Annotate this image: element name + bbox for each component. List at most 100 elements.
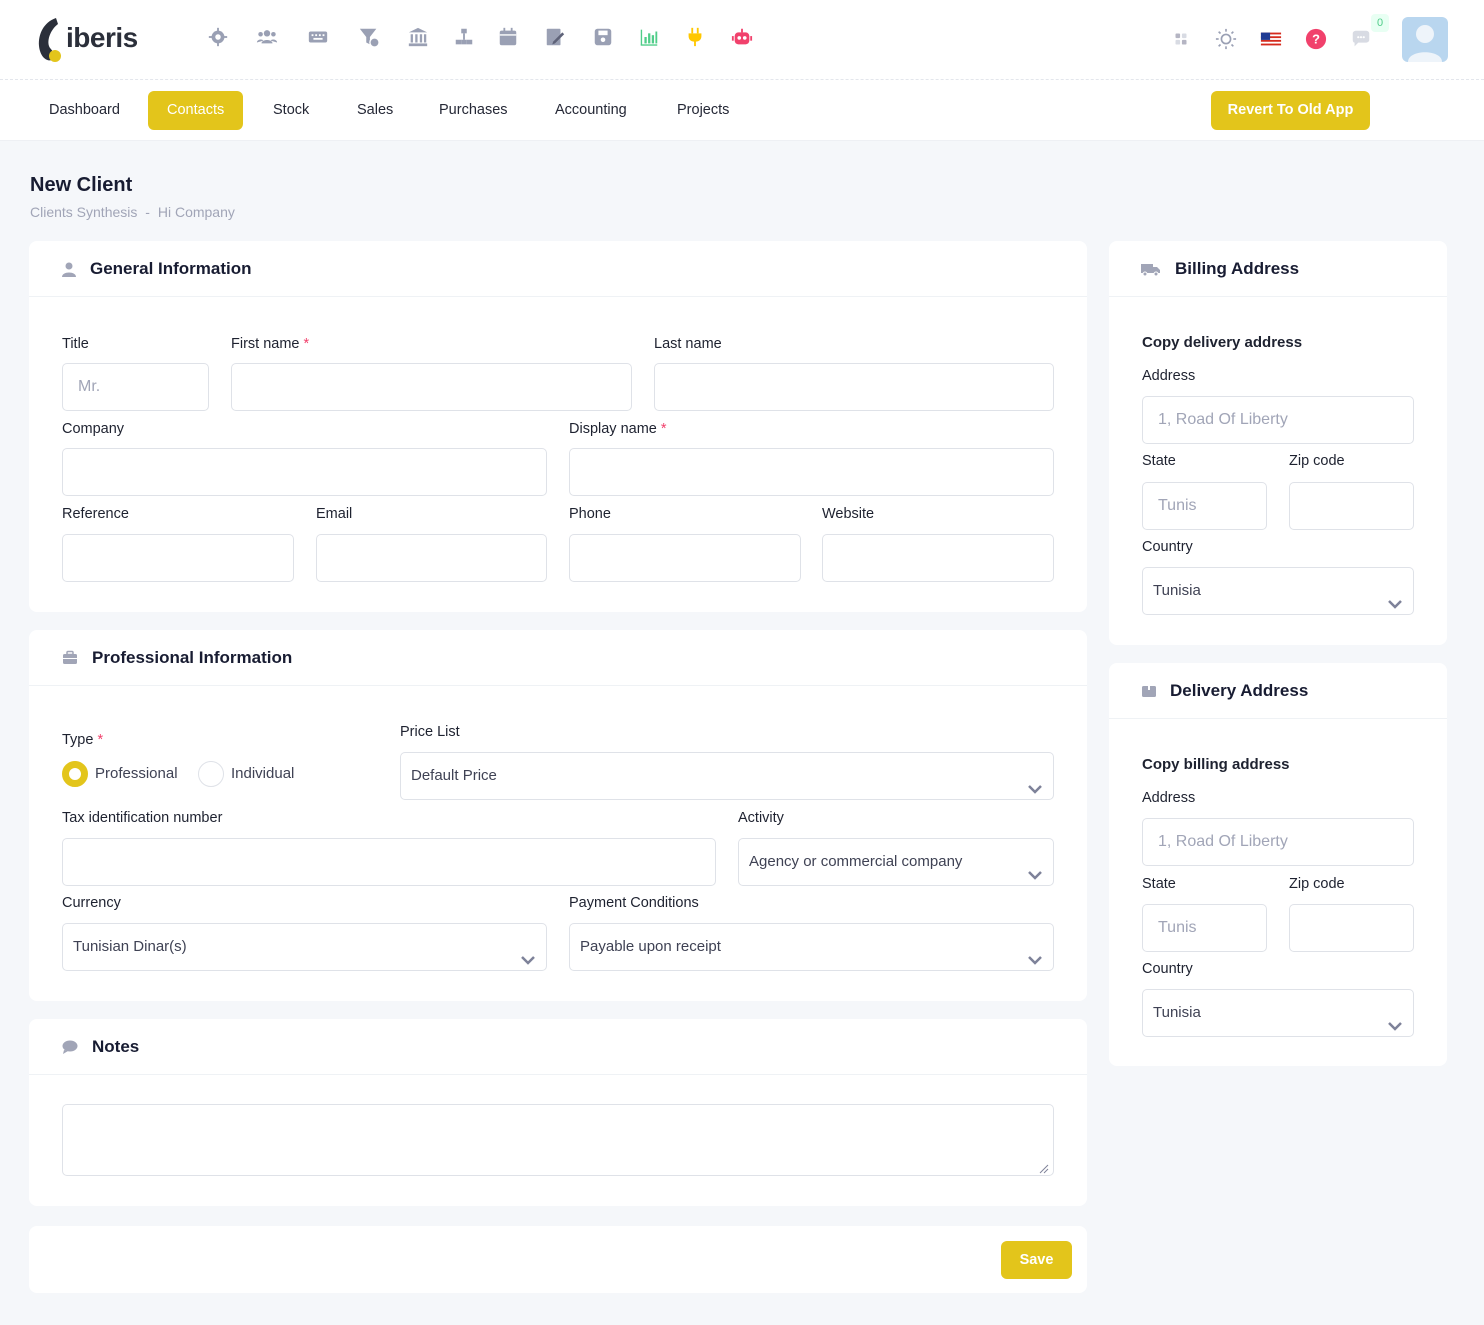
save-button[interactable]: Save <box>1001 1241 1072 1279</box>
revert-old-app-button[interactable]: Revert To Old App <box>1211 91 1370 130</box>
gear-icon[interactable] <box>205 24 231 50</box>
payment-conditions-value: Payable upon receipt <box>580 938 721 955</box>
top-header: iberis <box>0 0 1484 80</box>
chart-icon[interactable] <box>636 24 662 50</box>
card-header: Billing Address <box>1109 241 1447 297</box>
activity-value: Agency or commercial company <box>749 853 963 870</box>
comment-icon <box>62 1039 78 1055</box>
copy-delivery-address-link[interactable]: Copy delivery address <box>1142 334 1303 351</box>
chat-icon[interactable] <box>1348 26 1374 52</box>
app-logo[interactable]: iberis <box>36 16 138 64</box>
tax-id-input[interactable] <box>62 838 716 886</box>
notes-card: Notes <box>29 1019 1087 1206</box>
card-header: Delivery Address <box>1109 663 1447 719</box>
nav-contacts[interactable]: Contacts <box>148 91 244 130</box>
hierarchy-icon[interactable] <box>451 24 477 50</box>
delivery-address-input[interactable]: 1, Road Of Liberty <box>1142 818 1414 866</box>
edit-icon[interactable] <box>542 24 568 50</box>
apps-grid-icon[interactable] <box>1168 26 1194 52</box>
notes-textarea[interactable] <box>62 1104 1054 1176</box>
card-header: Notes <box>29 1019 1087 1075</box>
email-label: Email <box>316 506 353 522</box>
briefcase-icon <box>62 650 78 666</box>
logo-mark-icon <box>38 18 61 62</box>
nav-projects[interactable]: Projects <box>677 102 730 118</box>
nav-dashboard[interactable]: Dashboard <box>49 102 120 118</box>
billing-zip-input[interactable] <box>1289 482 1414 530</box>
currency-value: Tunisian Dinar(s) <box>73 938 187 955</box>
display-name-input[interactable] <box>569 448 1054 496</box>
bank-icon[interactable] <box>405 24 431 50</box>
general-information-card: General Information Title Mr. First name… <box>29 241 1087 612</box>
payment-conditions-select[interactable]: Payable upon receipt <box>569 923 1054 971</box>
first-name-label: First name * <box>231 336 309 352</box>
users-icon[interactable] <box>254 24 280 50</box>
type-label-text: Type <box>62 732 94 748</box>
breadcrumb-clients-synthesis[interactable]: Clients Synthesis <box>30 204 138 220</box>
company-label: Company <box>62 421 125 437</box>
display-name-label-text: Display name <box>569 421 657 437</box>
calendar-icon[interactable] <box>495 24 521 50</box>
last-name-input[interactable] <box>654 363 1054 411</box>
billing-address-input[interactable]: 1, Road Of Liberty <box>1142 396 1414 444</box>
nav-stock[interactable]: Stock <box>273 102 310 118</box>
save-icon[interactable] <box>590 24 616 50</box>
copy-billing-address-link[interactable]: Copy billing address <box>1142 756 1290 773</box>
billing-address-label: Address <box>1142 368 1196 384</box>
theme-sun-icon[interactable] <box>1213 26 1239 52</box>
activity-label: Activity <box>738 810 784 826</box>
billing-country-select[interactable]: Tunisia <box>1142 567 1414 615</box>
type-individual-radio[interactable] <box>198 761 224 787</box>
help-icon[interactable]: ? <box>1303 26 1329 52</box>
filter-money-icon[interactable] <box>356 24 382 50</box>
title-input[interactable]: Mr. <box>62 363 209 411</box>
billing-state-input[interactable]: Tunis <box>1142 482 1267 530</box>
phone-label: Phone <box>569 506 611 522</box>
keyboard-icon[interactable] <box>305 24 331 50</box>
type-individual-label[interactable]: Individual <box>231 765 295 782</box>
delivery-country-select[interactable]: Tunisia <box>1142 989 1414 1037</box>
plug-icon[interactable] <box>682 24 708 50</box>
first-name-input[interactable] <box>231 363 632 411</box>
payment-conditions-label: Payment Conditions <box>569 895 699 911</box>
company-input[interactable] <box>62 448 547 496</box>
actions-card <box>29 1226 1087 1293</box>
card-title: Billing Address <box>1175 259 1300 278</box>
price-list-value: Default Price <box>411 767 497 784</box>
type-professional-label[interactable]: Professional <box>95 765 178 782</box>
billing-country-label: Country <box>1142 539 1193 555</box>
resize-handle-icon[interactable] <box>1039 1161 1049 1174</box>
currency-select[interactable]: Tunisian Dinar(s) <box>62 923 547 971</box>
billing-address-card: Billing Address Copy delivery address Ad… <box>1109 241 1447 645</box>
email-input[interactable] <box>316 534 547 582</box>
delivery-country-label: Country <box>1142 961 1193 977</box>
svg-text:?: ? <box>1312 32 1320 47</box>
first-name-label-text: First name <box>231 336 300 352</box>
billing-country-value: Tunisia <box>1153 582 1201 599</box>
delivery-zip-input[interactable] <box>1289 904 1414 952</box>
nav-purchases[interactable]: Purchases <box>439 102 508 118</box>
card-header: Professional Information <box>29 630 1087 686</box>
nav-accounting[interactable]: Accounting <box>555 102 627 118</box>
package-icon <box>1141 683 1157 699</box>
breadcrumb: Clients Synthesis - Hi Company <box>30 204 239 220</box>
delivery-state-input[interactable]: Tunis <box>1142 904 1267 952</box>
billing-zip-label: Zip code <box>1289 453 1345 469</box>
phone-input[interactable] <box>569 534 801 582</box>
display-name-label: Display name * <box>569 421 667 437</box>
type-professional-radio[interactable] <box>62 761 88 787</box>
robot-icon[interactable] <box>729 24 755 50</box>
reference-label: Reference <box>62 506 129 522</box>
breadcrumb-separator: - <box>145 204 150 220</box>
website-input[interactable] <box>822 534 1054 582</box>
user-avatar[interactable] <box>1402 17 1448 62</box>
logo-text: iberis <box>66 22 138 53</box>
activity-select[interactable]: Agency or commercial company <box>738 838 1054 886</box>
chevron-down-icon <box>1387 1006 1403 1031</box>
nav-sales[interactable]: Sales <box>357 102 394 118</box>
professional-information-card: Professional Information Type * Professio… <box>29 630 1087 1001</box>
price-list-select[interactable]: Default Price <box>400 752 1054 800</box>
delivery-zip-label: Zip code <box>1289 876 1345 892</box>
us-flag-icon[interactable] <box>1258 26 1284 52</box>
reference-input[interactable] <box>62 534 294 582</box>
